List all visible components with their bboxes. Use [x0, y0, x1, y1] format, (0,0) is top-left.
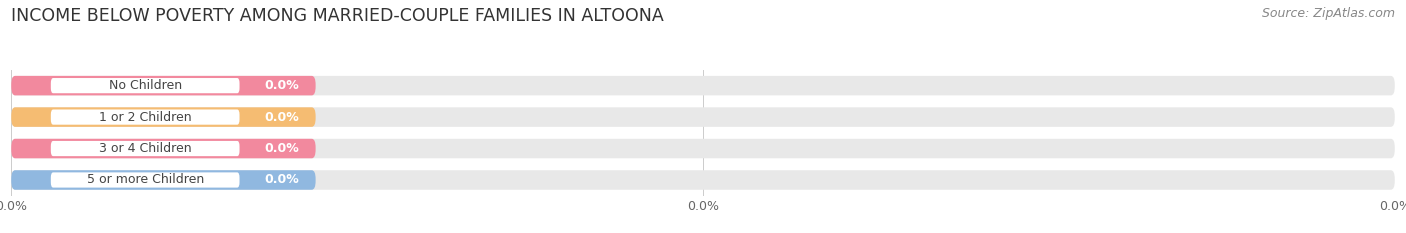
FancyBboxPatch shape: [11, 107, 1395, 127]
Text: 5 or more Children: 5 or more Children: [87, 174, 204, 186]
Text: Source: ZipAtlas.com: Source: ZipAtlas.com: [1261, 7, 1395, 20]
FancyBboxPatch shape: [11, 76, 1395, 95]
Text: No Children: No Children: [108, 79, 181, 92]
FancyBboxPatch shape: [11, 139, 1395, 158]
FancyBboxPatch shape: [11, 170, 1395, 190]
Text: 0.0%: 0.0%: [264, 174, 299, 186]
FancyBboxPatch shape: [11, 170, 315, 190]
FancyBboxPatch shape: [11, 139, 315, 158]
Text: 0.0%: 0.0%: [264, 111, 299, 123]
FancyBboxPatch shape: [51, 110, 239, 125]
Text: 1 or 2 Children: 1 or 2 Children: [98, 111, 191, 123]
FancyBboxPatch shape: [51, 78, 239, 93]
Text: 0.0%: 0.0%: [264, 79, 299, 92]
Text: 3 or 4 Children: 3 or 4 Children: [98, 142, 191, 155]
FancyBboxPatch shape: [11, 107, 315, 127]
FancyBboxPatch shape: [51, 141, 239, 156]
FancyBboxPatch shape: [51, 172, 239, 188]
FancyBboxPatch shape: [11, 76, 315, 95]
Text: 0.0%: 0.0%: [264, 142, 299, 155]
Text: INCOME BELOW POVERTY AMONG MARRIED-COUPLE FAMILIES IN ALTOONA: INCOME BELOW POVERTY AMONG MARRIED-COUPL…: [11, 7, 664, 25]
